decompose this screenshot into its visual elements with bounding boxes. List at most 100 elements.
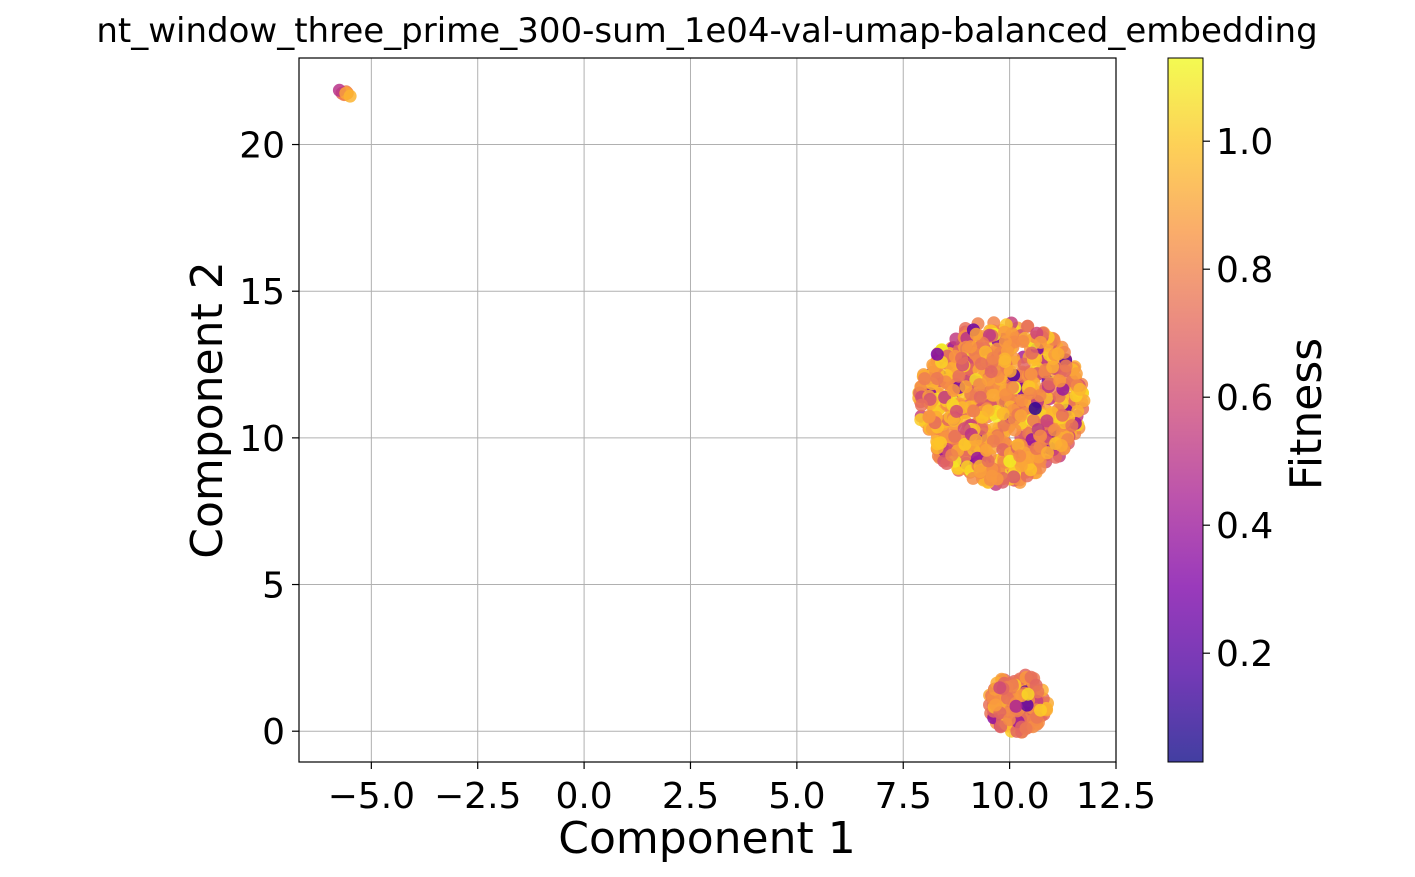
data-point <box>1016 335 1030 348</box>
data-point <box>993 681 1007 695</box>
data-point <box>984 365 998 379</box>
data-point <box>1008 423 1022 437</box>
data-point <box>994 720 1008 734</box>
data-point <box>960 460 974 474</box>
data-point <box>959 380 973 394</box>
data-point <box>930 347 944 361</box>
x-tick-label: 5.0 <box>768 776 825 817</box>
data-point <box>989 698 1003 712</box>
colorbar-tick-label: 0.8 <box>1216 250 1273 291</box>
data-point <box>1040 414 1054 428</box>
x-tick-label: 12.5 <box>1076 776 1156 817</box>
x-tick-label: −2.5 <box>434 776 521 817</box>
x-tick-label: 10.0 <box>970 776 1050 817</box>
data-point <box>1033 389 1047 402</box>
data-point <box>1014 459 1028 473</box>
data-point <box>1003 454 1017 468</box>
data-point <box>979 443 993 457</box>
data-point <box>930 372 944 385</box>
y-tick-label: 10 <box>239 419 285 460</box>
data-point <box>955 351 969 365</box>
data-point <box>959 340 973 354</box>
data-point <box>999 388 1013 402</box>
data-point <box>973 465 987 479</box>
data-point <box>1003 364 1017 378</box>
data-point <box>1007 470 1021 484</box>
colorbar-tick-label: 0.2 <box>1216 634 1273 675</box>
data-points <box>332 83 1091 739</box>
data-point <box>986 351 1000 365</box>
y-tick-label: 20 <box>239 126 285 167</box>
data-point <box>1011 438 1025 452</box>
x-axis-ticks: −5.0 −2.5 0.0 2.5 5.0 7.5 10.0 12.5 <box>328 762 1156 817</box>
x-axis-label: Component 1 <box>558 813 855 864</box>
y-tick-label: 5 <box>262 566 285 607</box>
data-point <box>1014 409 1028 423</box>
data-point <box>915 398 928 412</box>
data-point <box>948 429 962 443</box>
data-point <box>969 327 983 341</box>
x-tick-label: 0.0 <box>555 776 612 817</box>
data-point <box>945 448 959 462</box>
data-point <box>1024 367 1038 381</box>
data-point <box>997 418 1011 432</box>
x-tick-label: 2.5 <box>662 776 719 817</box>
data-point <box>950 404 963 418</box>
data-point <box>947 384 960 397</box>
data-point <box>969 433 983 447</box>
data-point <box>981 454 995 468</box>
colorbar-label: Fitness <box>1281 338 1332 490</box>
data-point <box>1020 698 1034 712</box>
data-point <box>998 355 1012 368</box>
x-tick-label: −5.0 <box>328 776 415 817</box>
data-point <box>1025 346 1039 360</box>
data-point <box>952 369 966 383</box>
data-point <box>922 409 936 423</box>
data-point <box>1055 408 1069 422</box>
y-axis-ticks: 0 5 10 15 20 <box>239 126 299 753</box>
data-point <box>1048 423 1062 437</box>
data-point <box>1051 347 1065 361</box>
data-point <box>1041 446 1054 460</box>
data-point <box>918 372 932 386</box>
data-point <box>1019 722 1033 735</box>
data-point <box>1021 687 1035 701</box>
data-point <box>986 434 1000 448</box>
data-point <box>931 437 944 451</box>
data-point <box>1002 713 1016 727</box>
data-point <box>990 472 1004 486</box>
data-point <box>1073 382 1087 396</box>
data-point <box>958 437 972 451</box>
grid-lines <box>299 58 1117 762</box>
data-point <box>1065 419 1079 433</box>
data-point <box>998 335 1012 349</box>
data-point <box>967 404 981 418</box>
data-point <box>987 388 1001 402</box>
colorbar-tick-label: 0.6 <box>1216 378 1273 419</box>
data-point <box>343 89 357 103</box>
chart-title: nt_window_three_prime_300-sum_1e04-val-u… <box>96 11 1317 51</box>
data-point <box>1053 374 1067 388</box>
y-tick-label: 0 <box>262 712 285 753</box>
data-point <box>1009 699 1023 713</box>
y-axis-label: Component 2 <box>182 261 233 558</box>
data-point <box>998 325 1012 339</box>
data-point <box>1034 335 1047 349</box>
data-point <box>973 390 987 404</box>
data-point <box>1042 377 1056 391</box>
colorbar-ticks: 0.2 0.4 0.6 0.8 1.0 <box>1203 122 1273 675</box>
colorbar-tick-label: 1.0 <box>1216 122 1273 163</box>
data-point <box>1054 439 1068 452</box>
data-point <box>996 407 1010 421</box>
data-point <box>1034 429 1048 443</box>
x-tick-label: 7.5 <box>875 776 932 817</box>
data-point <box>1028 402 1042 415</box>
colorbar-tick-label: 0.4 <box>1216 506 1273 547</box>
colorbar <box>1167 57 1204 763</box>
data-point <box>1046 360 1060 374</box>
y-tick-label: 15 <box>239 272 285 313</box>
data-point <box>1031 685 1045 699</box>
data-point <box>1023 386 1037 400</box>
